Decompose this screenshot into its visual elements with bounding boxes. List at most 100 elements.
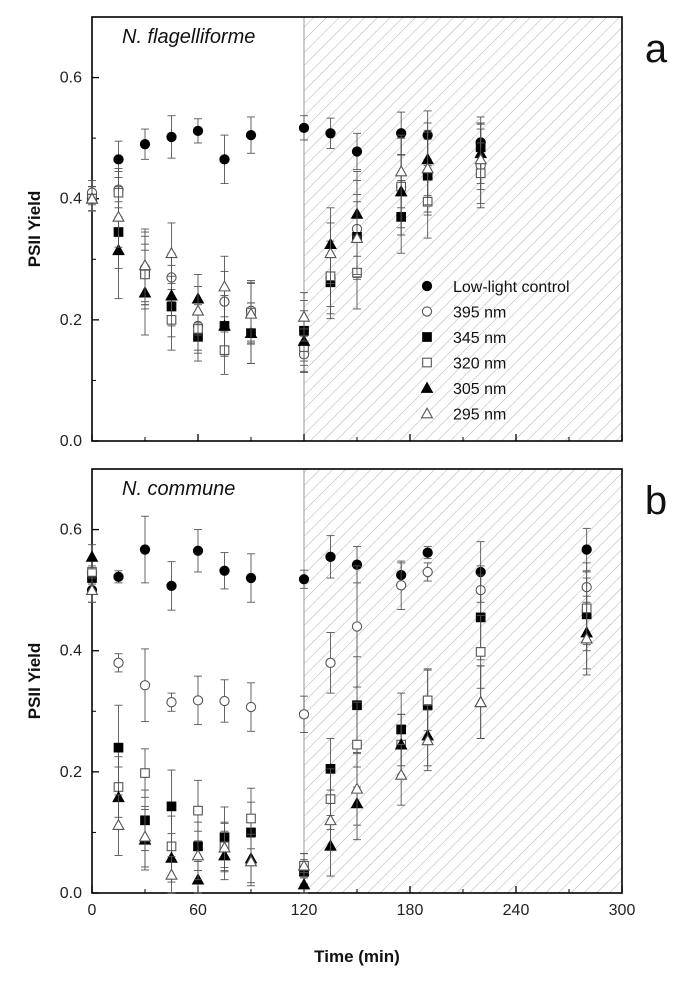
data-point xyxy=(475,647,486,657)
legend-label: 395 nm xyxy=(453,305,506,322)
data-point xyxy=(422,695,433,706)
data-point xyxy=(191,304,205,316)
data-point xyxy=(298,122,310,133)
y-tick-label: 0.4 xyxy=(60,643,82,660)
data-point xyxy=(165,246,178,259)
data-point xyxy=(191,848,205,861)
data-point xyxy=(297,310,311,322)
y-tick-label: 0.6 xyxy=(60,70,82,87)
legend-label: 305 nm xyxy=(453,381,506,398)
data-point xyxy=(394,768,408,780)
y-tick-label: 0.2 xyxy=(60,764,82,781)
data-point xyxy=(421,733,435,746)
data-point xyxy=(422,566,433,578)
legend-marker xyxy=(422,357,432,368)
y-tick-label: 0.0 xyxy=(60,433,82,450)
data-point xyxy=(245,701,257,713)
data-point xyxy=(421,161,435,174)
data-point xyxy=(113,657,124,668)
data-point xyxy=(245,572,257,584)
data-point xyxy=(246,813,256,824)
legend-marker xyxy=(421,306,433,317)
legend-marker xyxy=(420,406,434,419)
y-axis-title: PSII Yield xyxy=(25,191,44,268)
data-point xyxy=(165,868,178,880)
data-point xyxy=(139,544,151,555)
data-point xyxy=(351,621,363,632)
panel-title: N. commune xyxy=(122,478,235,500)
data-point xyxy=(85,550,99,562)
data-point xyxy=(165,289,178,301)
data-point xyxy=(112,818,125,831)
data-point xyxy=(297,859,311,871)
panel-b: 0.0 0.2 0.4 0.6 0 60 120 180 240 300 PSII Yield Tim… xyxy=(25,468,667,966)
data-point xyxy=(297,877,311,890)
data-point xyxy=(324,246,337,259)
data-point xyxy=(244,854,258,867)
legend-marker xyxy=(422,332,432,342)
y-axis-title: PSII Yield xyxy=(25,643,44,720)
data-point xyxy=(113,154,124,165)
data-point xyxy=(396,580,407,591)
data-point xyxy=(139,680,151,691)
legend-label: 345 nm xyxy=(453,330,506,347)
legend-marker xyxy=(420,381,434,393)
data-point xyxy=(218,841,231,853)
data-point xyxy=(85,583,99,596)
data-point xyxy=(193,805,203,816)
data-point xyxy=(138,830,152,842)
data-point xyxy=(581,544,592,555)
data-point xyxy=(474,152,488,165)
data-point xyxy=(219,154,230,165)
data-point xyxy=(139,139,151,150)
data-point xyxy=(298,709,310,720)
data-point xyxy=(113,571,124,582)
panel-title: N. flagelliforme xyxy=(122,26,255,48)
data-point xyxy=(192,545,204,556)
data-point xyxy=(166,580,177,592)
panel-letter: b xyxy=(645,479,667,523)
data-point xyxy=(166,697,177,708)
legend-label: 295 nm xyxy=(453,407,506,424)
data-point xyxy=(422,547,433,558)
series-295-nm xyxy=(85,128,488,345)
y-tick-label: 0.6 xyxy=(60,522,82,539)
x-tick-label: 300 xyxy=(609,902,636,919)
x-tick-label: 240 xyxy=(503,902,530,919)
y-tick-label: 0.0 xyxy=(60,885,82,902)
data-point xyxy=(113,742,124,753)
legend-label: 320 nm xyxy=(453,356,506,373)
data-point xyxy=(218,319,231,331)
data-point xyxy=(325,128,336,139)
data-point xyxy=(394,164,408,177)
x-tick-label: 60 xyxy=(189,902,207,919)
data-point xyxy=(298,574,310,585)
data-point xyxy=(138,258,152,271)
data-point xyxy=(325,551,336,562)
data-point xyxy=(166,801,177,812)
data-point xyxy=(474,695,488,708)
legend-label: Low-light control xyxy=(453,279,570,296)
data-point xyxy=(112,210,125,222)
panel-letter: a xyxy=(645,27,668,71)
data-point xyxy=(325,657,336,668)
data-point xyxy=(140,768,150,778)
data-point xyxy=(324,813,337,826)
data-point xyxy=(192,695,204,706)
shaded-recovery-region xyxy=(304,17,622,441)
y-tick-label: 0.4 xyxy=(60,191,82,208)
x-axis-title: Time (min) xyxy=(314,947,400,966)
data-point xyxy=(350,231,364,243)
panel-a: 0.0 0.2 0.4 0.6 PSII Yield N. flagelliforme a L… xyxy=(25,16,668,450)
data-point xyxy=(350,782,364,794)
x-tick-label: 0 xyxy=(88,902,97,919)
data-point xyxy=(166,131,177,143)
data-point xyxy=(351,146,363,157)
data-point xyxy=(192,125,204,137)
legend: Low-light control 395 nm 345 nm 320 nm 305 n… xyxy=(420,279,570,424)
data-point xyxy=(580,632,594,644)
data-point xyxy=(219,565,230,576)
data-point xyxy=(245,129,257,141)
x-tick-label: 180 xyxy=(397,902,424,919)
